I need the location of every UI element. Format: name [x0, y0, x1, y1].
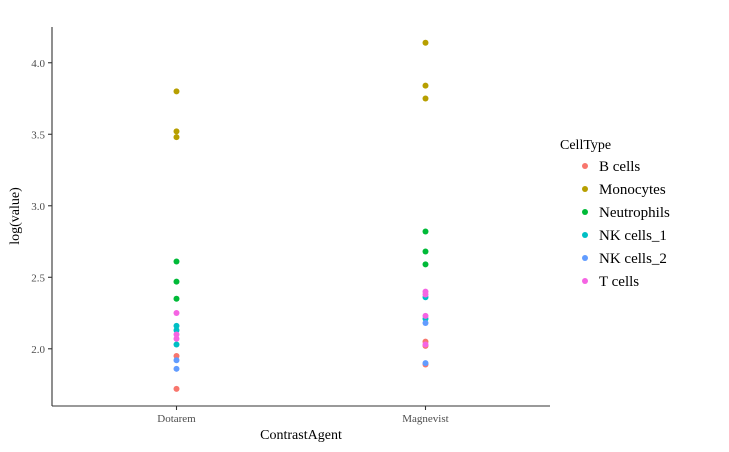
legend-label: Monocytes: [599, 182, 666, 198]
legend-label: B cells: [599, 159, 640, 175]
data-point: [173, 278, 180, 285]
data-point: [173, 331, 180, 338]
y-tick-label: 3.5: [31, 129, 45, 141]
data-point: [422, 320, 429, 327]
legend-key: [582, 209, 588, 215]
data-point: [422, 341, 429, 348]
data-point: [422, 248, 429, 255]
data-point: [422, 288, 429, 295]
x-tick-label: Dotarem: [157, 413, 196, 425]
data-point: [173, 341, 180, 348]
data-point: [173, 335, 180, 342]
x-ticks: Dotarem Magnevist: [157, 406, 449, 425]
legend-label: NK cells_2: [599, 251, 667, 267]
data-point: [422, 261, 429, 268]
legend-label: Neutrophils: [599, 205, 670, 221]
data-point: [173, 295, 180, 302]
data-point: [173, 327, 180, 334]
data-point: [173, 385, 180, 392]
y-tick-label: 3.0: [31, 201, 45, 213]
x-axis-title: ContrastAgent: [260, 428, 342, 443]
data-point: [422, 39, 429, 46]
data-point: [422, 360, 429, 367]
legend-key: [582, 278, 588, 284]
data-point: [173, 322, 180, 329]
points-layer: [173, 39, 429, 392]
data-point: [173, 134, 180, 141]
legend-key: [582, 186, 588, 192]
data-point: [173, 365, 180, 372]
legend: CellType B cells Monocytes Neutrophils NK c…: [560, 138, 670, 290]
y-axis-title: log(value): [8, 187, 23, 245]
data-point: [173, 357, 180, 364]
y-tick-label: 2.0: [31, 344, 45, 356]
data-point: [173, 258, 180, 265]
data-point: [422, 312, 429, 319]
data-point: [173, 88, 180, 95]
y-tick-label: 2.5: [31, 272, 45, 284]
legend-key: [582, 255, 588, 261]
data-point: [173, 128, 180, 135]
data-point: [422, 228, 429, 235]
legend-label: NK cells_1: [599, 228, 667, 244]
legend-title: CellType: [560, 138, 611, 153]
data-point: [173, 352, 180, 359]
y-ticks: 2.0 2.5 3.0 3.5 4.0: [31, 58, 52, 356]
data-point: [173, 310, 180, 317]
data-point: [422, 82, 429, 89]
legend-key: [582, 232, 588, 238]
x-tick-label: Magnevist: [402, 413, 448, 425]
data-point: [422, 95, 429, 102]
legend-key: [582, 163, 588, 169]
legend-label: T cells: [599, 274, 639, 290]
y-tick-label: 4.0: [31, 58, 45, 70]
